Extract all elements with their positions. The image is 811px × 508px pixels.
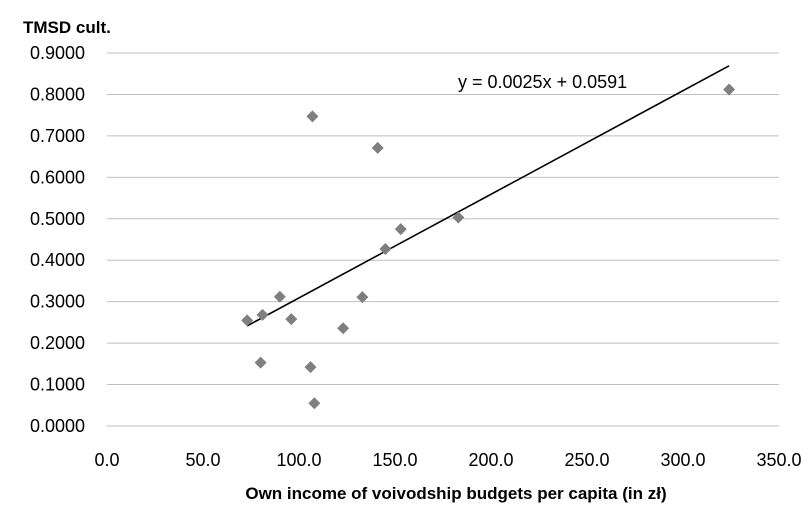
y-tick-label: 0.3000 — [30, 292, 85, 312]
x-tick-label: 250.0 — [564, 450, 609, 470]
y-tick-label: 0.2000 — [30, 333, 85, 353]
x-tick-label: 50.0 — [185, 450, 220, 470]
data-point — [371, 141, 384, 154]
y-tick-label: 0.7000 — [30, 126, 85, 146]
x-tick-label: 350.0 — [756, 450, 801, 470]
data-point — [306, 110, 319, 123]
data-point — [452, 211, 465, 224]
data-point — [256, 308, 269, 321]
x-tick-label: 100.0 — [276, 450, 321, 470]
y-tick-label: 0.8000 — [30, 84, 85, 104]
data-point — [337, 322, 350, 335]
data-point — [379, 243, 392, 256]
x-axis-title: Own income of voivodship budgets per cap… — [245, 484, 666, 503]
data-point — [304, 361, 317, 374]
data-points — [241, 83, 736, 410]
y-axis-tick-labels: 0.0000 0.1000 0.2000 0.3000 0.4000 0.5000 0.60… — [30, 43, 85, 436]
y-tick-label: 0.0000 — [30, 416, 85, 436]
y-tick-label: 0.6000 — [30, 167, 85, 187]
y-tick-label: 0.1000 — [30, 375, 85, 395]
data-point — [285, 313, 298, 326]
y-axis-title: TMSD cult. — [23, 18, 111, 37]
trendline — [246, 65, 730, 327]
x-tick-label: 150.0 — [372, 450, 417, 470]
y-tick-label: 0.4000 — [30, 250, 85, 270]
data-point — [273, 290, 286, 303]
data-point — [241, 314, 254, 327]
trendline-equation: y = 0.0025x + 0.0591 — [458, 72, 627, 92]
data-point — [308, 397, 321, 410]
x-axis-tick-labels: 0.0 50.0 100.0 150.0 200.0 250.0 300.0 350.0 — [94, 450, 801, 470]
x-tick-label: 0.0 — [94, 450, 119, 470]
data-point — [394, 223, 407, 236]
y-tick-label: 0.9000 — [30, 43, 85, 63]
data-point — [723, 83, 736, 96]
data-point — [254, 356, 267, 369]
x-tick-label: 200.0 — [468, 450, 513, 470]
x-tick-label: 300.0 — [660, 450, 705, 470]
data-point — [356, 291, 369, 304]
gridlines — [107, 52, 779, 386]
y-tick-label: 0.5000 — [30, 209, 85, 229]
